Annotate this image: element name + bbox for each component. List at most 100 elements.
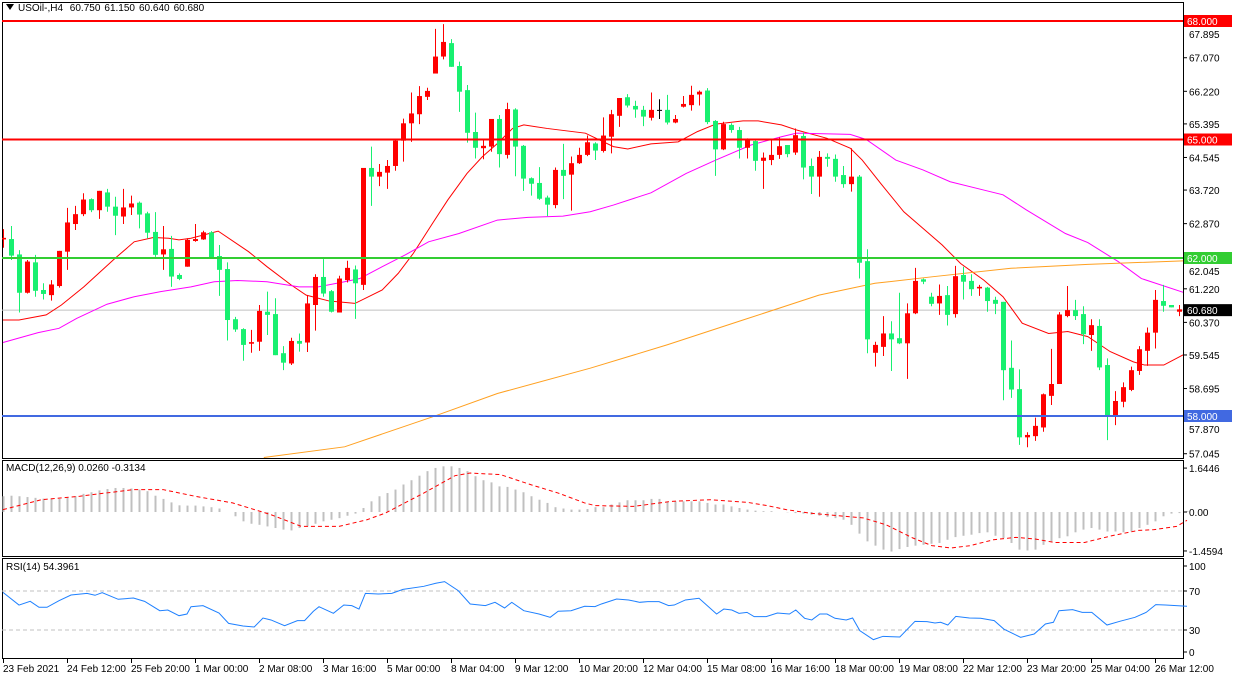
candle-body: [233, 319, 238, 330]
candle-body: [9, 239, 14, 256]
current-price-tag-bg: [1184, 304, 1232, 317]
candle-body: [897, 338, 902, 344]
candle-body: [521, 145, 526, 179]
level-price-tag: 62.000: [1187, 254, 1218, 265]
rsi-line: [2, 581, 1188, 641]
candle-body: [993, 299, 998, 304]
candle-body: [937, 295, 942, 304]
macd-axis-label: -1.4594: [1189, 547, 1223, 558]
candle-body: [369, 167, 374, 177]
candle-body: [1057, 314, 1062, 385]
candle-body: [913, 280, 918, 314]
time-axis-label: 25 Feb 20:00: [131, 664, 190, 675]
main-plot: [2, 24, 1183, 458]
candle-body: [561, 169, 566, 176]
time-axis-label: 8 Mar 04:00: [451, 664, 505, 675]
candle-body: [121, 207, 126, 217]
candle-body: [689, 94, 694, 106]
candle-body: [353, 269, 358, 284]
candle-body: [969, 280, 974, 290]
price-axis-label: 63.720: [1189, 186, 1220, 197]
candle-body: [785, 145, 790, 155]
time-axis-label: 9 Mar 12:00: [515, 664, 569, 675]
candle-body: [945, 295, 950, 315]
candle-body: [385, 165, 390, 173]
candle-body: [49, 284, 54, 296]
price-axis-label: 58.695: [1189, 385, 1220, 396]
rsi-title: RSI(14) 54.3961: [6, 562, 80, 573]
candle-body: [361, 167, 366, 285]
candle-body: [433, 56, 438, 74]
candle-body: [713, 120, 718, 150]
candle-body: [457, 66, 462, 92]
price-axis-label: 62.045: [1189, 267, 1220, 278]
candle-body: [153, 231, 158, 255]
candle-body: [1169, 305, 1174, 308]
header-close: 60.680: [173, 3, 205, 14]
macd-signal-line: [2, 472, 1188, 549]
candle-body: [721, 124, 726, 150]
candle-body: [769, 154, 774, 161]
time-axis-label: 3 Mar 16:00: [323, 664, 377, 675]
candle-body: [177, 274, 182, 279]
rsi-axis-label: 70: [1189, 587, 1201, 598]
candle-body: [961, 274, 966, 282]
candle-body: [481, 145, 486, 149]
candle-body: [1001, 301, 1006, 371]
candle-body: [697, 91, 702, 95]
candle-body: [225, 269, 230, 321]
candle-body: [169, 248, 174, 277]
candle-body: [201, 232, 206, 240]
candle-body: [545, 197, 550, 205]
time-axis-label: 12 Mar 04:00: [643, 664, 702, 675]
candle-body: [833, 158, 838, 177]
time-axis-label: 18 Mar 00:00: [835, 664, 894, 675]
candle-body: [529, 178, 534, 184]
candle-body: [129, 203, 134, 208]
candle-body: [145, 213, 150, 233]
candle-body: [81, 199, 86, 215]
macd-axis-label: 1.6446: [1189, 464, 1220, 475]
candle-body: [89, 199, 94, 211]
dropdown-triangle-icon[interactable]: [6, 4, 14, 10]
candle-body: [65, 222, 70, 252]
level-price-tag: 58.000: [1187, 412, 1218, 423]
candle-body: [1081, 314, 1086, 335]
price-axis-label: 67.895: [1189, 30, 1220, 41]
price-axis-label: 67.070: [1189, 54, 1220, 65]
candle-body: [801, 135, 806, 168]
candle-body: [489, 118, 494, 147]
candle-body: [1017, 389, 1022, 438]
candle-body: [553, 169, 558, 206]
candle-body: [873, 344, 878, 353]
candle-body: [345, 267, 350, 281]
candle-body: [57, 250, 62, 287]
candle-body: [2, 237, 6, 240]
candle-body: [281, 353, 286, 363]
candle-body: [105, 192, 110, 207]
candle-body: [297, 340, 302, 344]
candle-body: [793, 135, 798, 153]
candle-body: [1097, 325, 1102, 368]
candle-body: [857, 176, 862, 263]
candle-body: [865, 261, 870, 340]
candle-body: [953, 276, 958, 315]
candle-body: [825, 156, 830, 159]
candle-body: [313, 276, 318, 306]
candle-body: [641, 109, 646, 117]
candle-body: [761, 157, 766, 161]
candle-body: [625, 97, 630, 106]
time-axis-label: 5 Mar 00:00: [387, 664, 441, 675]
time-axis-label: 2 Mar 08:00: [259, 664, 313, 675]
candle-body: [1033, 425, 1038, 437]
candle-body: [649, 109, 654, 118]
time-axis-label: 15 Mar 08:00: [707, 664, 766, 675]
candle-body: [729, 124, 734, 131]
candle-body: [441, 41, 446, 57]
candle-body: [97, 190, 102, 211]
rsi-axis-label: 30: [1189, 626, 1201, 637]
candle-body: [425, 90, 430, 97]
price-axis-label: 57.045: [1189, 450, 1220, 461]
candle-body: [633, 105, 638, 110]
